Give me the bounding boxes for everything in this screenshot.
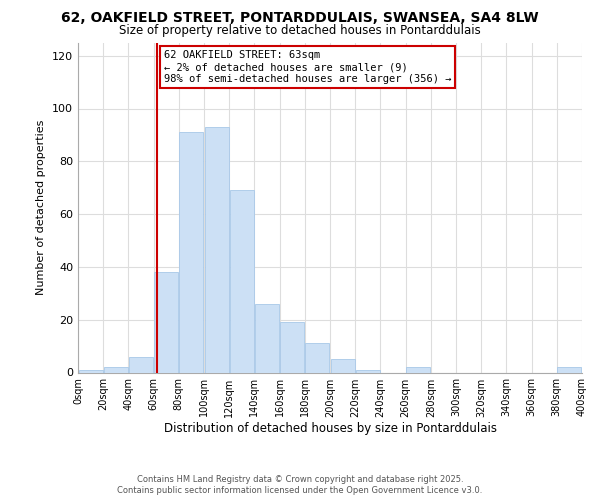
Bar [331,360,355,372]
Bar [230,190,254,372]
Bar [557,367,581,372]
Text: Contains public sector information licensed under the Open Government Licence v3: Contains public sector information licen… [118,486,482,495]
Bar [79,370,103,372]
Bar [356,370,380,372]
Bar [154,272,178,372]
Text: 62 OAKFIELD STREET: 63sqm
← 2% of detached houses are smaller (9)
98% of semi-de: 62 OAKFIELD STREET: 63sqm ← 2% of detach… [164,50,451,84]
Bar [179,132,203,372]
Bar [305,344,329,372]
Text: Contains HM Land Registry data © Crown copyright and database right 2025.: Contains HM Land Registry data © Crown c… [137,475,463,484]
Bar [406,367,430,372]
Text: 62, OAKFIELD STREET, PONTARDDULAIS, SWANSEA, SA4 8LW: 62, OAKFIELD STREET, PONTARDDULAIS, SWAN… [61,11,539,25]
Text: Size of property relative to detached houses in Pontarddulais: Size of property relative to detached ho… [119,24,481,37]
Bar [129,356,153,372]
X-axis label: Distribution of detached houses by size in Pontarddulais: Distribution of detached houses by size … [163,422,497,436]
Bar [205,127,229,372]
Bar [104,367,128,372]
Y-axis label: Number of detached properties: Number of detached properties [37,120,46,295]
Bar [255,304,279,372]
Bar [280,322,304,372]
